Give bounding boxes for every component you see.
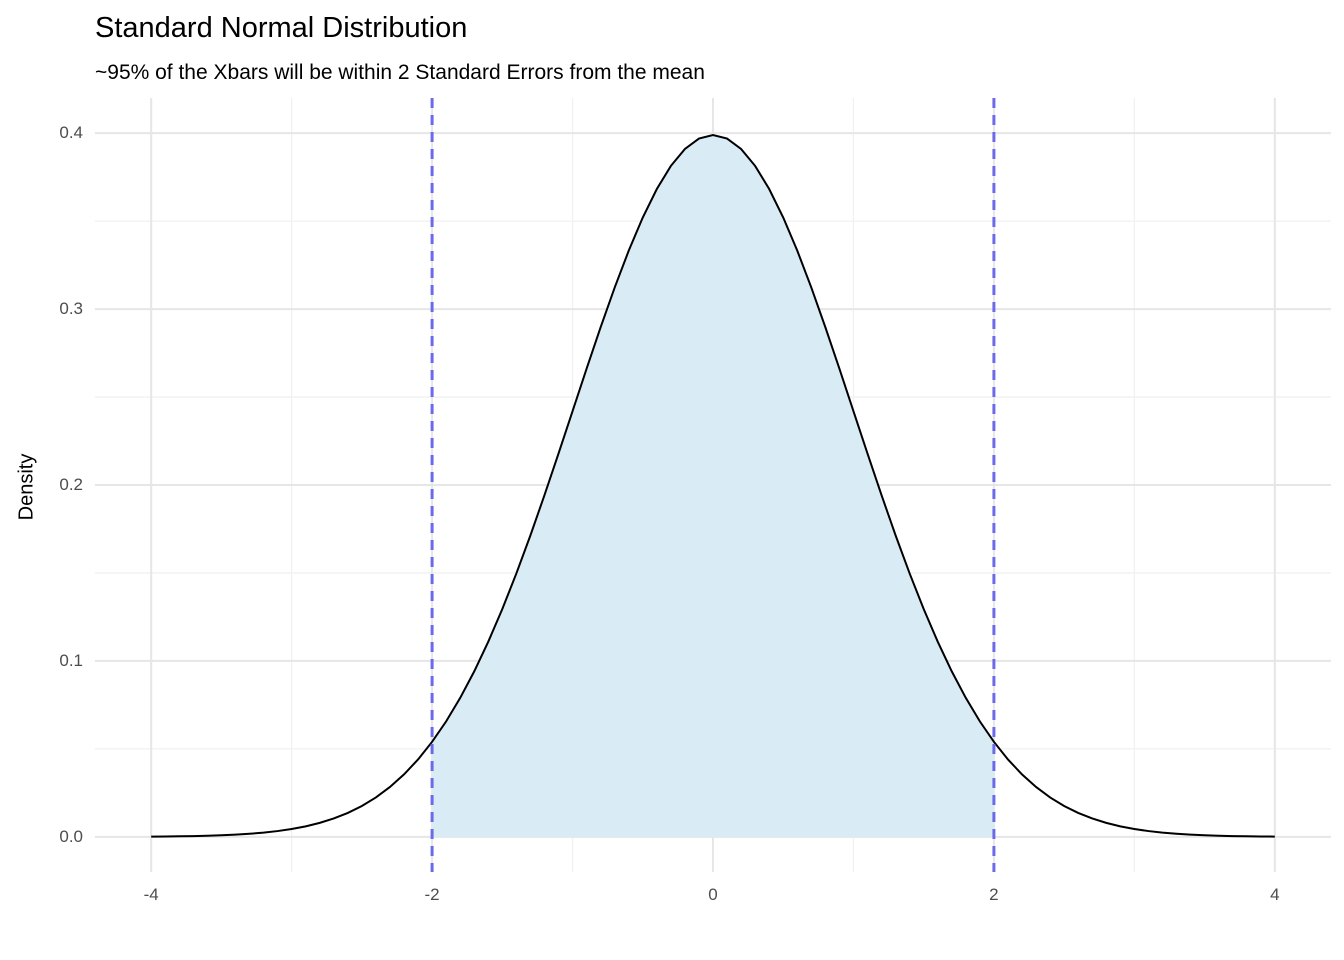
density-curve [151, 134, 1275, 838]
y-tick-label: 0.0 [59, 826, 83, 846]
y-tick-label: 0.3 [59, 299, 83, 319]
x-tick-label: 2 [989, 885, 999, 904]
y-tick-label: 0.1 [59, 650, 83, 670]
chart-subtitle: ~95% of the Xbars will be within 2 Stand… [95, 61, 705, 84]
y-tick-label: 0.2 [59, 475, 83, 494]
plot-panel [95, 98, 1331, 872]
chart-title: Standard Normal Distribution [95, 12, 468, 44]
x-tick-label: -4 [143, 885, 159, 904]
x-tick-label: -2 [424, 885, 440, 904]
x-tick-label: 0 [708, 885, 718, 904]
shaded-area-within-2se [432, 135, 994, 837]
y-tick-label: 0.4 [59, 123, 83, 143]
x-tick-label: 4 [1270, 885, 1280, 904]
